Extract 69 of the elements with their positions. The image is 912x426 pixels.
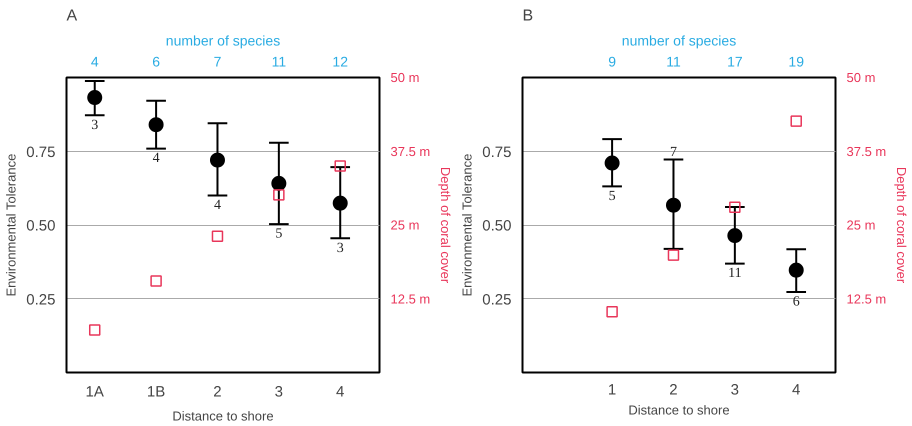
point: [606, 306, 618, 318]
x2-axis-title: number of species: [166, 32, 280, 48]
text: 17: [727, 54, 743, 70]
annotation: 4: [152, 151, 160, 166]
point: [332, 196, 348, 211]
x-tick-label: 3: [730, 382, 740, 398]
point: [148, 117, 164, 132]
y2-tick-label: 12.5 m: [390, 291, 430, 306]
x-tick-label: 4: [336, 384, 344, 400]
y2-axis-title: Depth of coral cover: [438, 166, 454, 284]
point: [729, 202, 741, 214]
chart-title: B: [522, 8, 534, 24]
y-tick-label: 0.25: [482, 291, 512, 308]
y2-tick-label: 37.5 m: [390, 144, 430, 159]
annotation: 6: [792, 294, 800, 310]
point: [727, 228, 742, 244]
x-tick-label: 3: [274, 384, 284, 400]
y2-axis-title: Depth of coral cover: [894, 166, 910, 284]
annotation: 3: [91, 118, 98, 133]
x-tick-label: 2: [669, 382, 678, 398]
point: [668, 249, 680, 261]
annotation: 11: [728, 266, 742, 282]
y2-tick-label: 50 m: [846, 70, 876, 85]
point: [273, 189, 285, 201]
y-axis-title: Environmental Tolerance: [459, 154, 474, 297]
text: 19: [788, 54, 804, 70]
text: 11: [272, 54, 286, 70]
text: 4: [90, 54, 99, 70]
text: 6: [152, 54, 160, 70]
point: [210, 152, 225, 168]
text: 12: [332, 54, 348, 70]
point: [334, 160, 346, 172]
y-tick-label: 0.75: [482, 144, 512, 161]
y2-tick-label: 25 m: [846, 218, 876, 232]
y2-tick-label: 37.5 m: [846, 144, 886, 159]
annotation: 3: [336, 240, 344, 256]
x-axis-title: Distance to shore: [628, 402, 730, 418]
annotation: 4: [214, 198, 221, 214]
y-tick-label: 0.50: [482, 218, 512, 234]
text: 7: [214, 54, 222, 70]
x-tick-label: 1B: [146, 384, 166, 400]
point: [212, 230, 224, 242]
annotation: 7: [670, 144, 677, 160]
point: [788, 262, 804, 278]
x-axis-title: Distance to shore: [172, 408, 274, 424]
point: [150, 275, 162, 287]
x-tick-label: 1: [608, 382, 616, 398]
y-tick-label: 0.75: [26, 144, 56, 161]
annotation: 5: [275, 226, 282, 242]
text: 11: [666, 54, 681, 70]
x-tick-label: 1A: [86, 384, 104, 400]
x-tick-label: 2: [213, 384, 222, 400]
y-axis-title: Environmental Tolerance: [3, 154, 18, 297]
point: [790, 115, 802, 127]
y-tick-label: 0.50: [26, 218, 56, 234]
x2-axis-title: number of species: [622, 32, 736, 48]
y-tick-label: 0.25: [26, 291, 56, 308]
y2-tick-label: 25 m: [390, 218, 420, 232]
point: [87, 90, 102, 106]
point: [271, 176, 286, 191]
text: 9: [608, 54, 616, 70]
y2-tick-label: 12.5 m: [846, 291, 886, 306]
y2-tick-label: 50 m: [390, 70, 420, 85]
point: [666, 198, 681, 213]
point: [88, 324, 100, 336]
x-tick-label: 4: [792, 382, 800, 398]
chart-title: A: [66, 8, 78, 24]
annotation: 5: [608, 188, 616, 204]
point: [604, 156, 620, 171]
